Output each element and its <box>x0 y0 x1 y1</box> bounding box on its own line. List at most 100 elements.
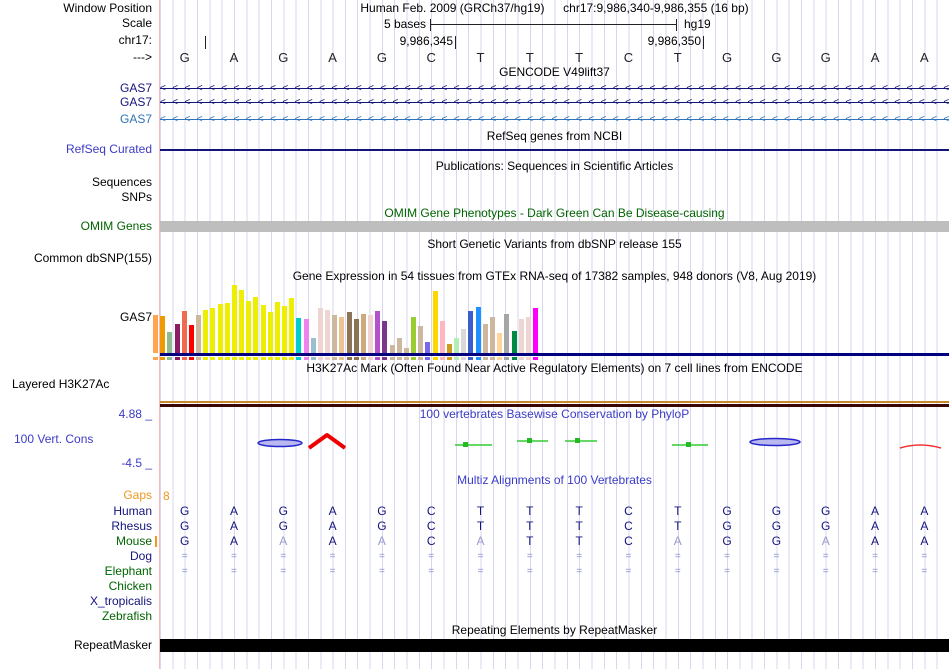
gtex-tissue-bar[interactable] <box>167 332 173 353</box>
gtex-tissue-bar[interactable] <box>382 320 388 353</box>
gencode-transcript-row[interactable]: GAS7 <<<<<<<<<<<<<<<<<<<<<<<<<<<<<<<<<<<<… <box>0 96 950 109</box>
gtex-tissue-bar[interactable] <box>389 344 395 353</box>
gtex-tissue-bar[interactable] <box>310 337 316 353</box>
h3k27ac-dense-bar[interactable] <box>160 404 949 407</box>
species-label[interactable]: Rhesus <box>111 519 152 533</box>
multiz-species-row[interactable]: Dog = = = = = = = = = = = = = = = = <box>0 549 950 564</box>
gtex-tissue-bar[interactable] <box>418 326 424 353</box>
gtex-tissue-bar[interactable] <box>231 285 237 353</box>
gtex-tissue-bar[interactable] <box>446 343 452 353</box>
gene-label[interactable]: GAS7 <box>119 112 152 126</box>
repeatmasker-element-bar[interactable] <box>160 639 949 652</box>
transcript-arrow-line[interactable]: <<<<<<<<<<<<<<<<<<<<<<<<<<<<<<<<<<<<<<<<… <box>160 113 949 126</box>
track-label-refseq-curated[interactable]: RefSeq Curated <box>65 142 152 156</box>
gtex-tissue-bar[interactable] <box>246 300 252 353</box>
omim-gene-bar[interactable] <box>160 221 949 232</box>
species-label[interactable]: Dog <box>129 549 152 563</box>
multiz-gaps-row[interactable]: Gaps 8 <box>0 489 950 504</box>
refseq-gene-line[interactable] <box>160 149 949 151</box>
gtex-tissue-bar[interactable] <box>217 304 223 353</box>
multiz-species-row[interactable]: Zebrafish <box>0 609 950 624</box>
gtex-tissue-bar[interactable] <box>511 330 517 353</box>
track-title-gtex[interactable]: Gene Expression in 54 tissues from GTEx … <box>292 269 817 283</box>
track-title-omim[interactable]: OMIM Gene Phenotypes - Dark Green Can Be… <box>384 206 725 220</box>
gtex-tissue-bar[interactable] <box>432 291 438 353</box>
track-label-sequences[interactable]: Sequences <box>91 175 152 189</box>
multiz-species-row[interactable]: Chicken <box>0 579 950 594</box>
multiz-gaps-label[interactable]: Gaps <box>123 488 152 502</box>
phylop-conservation-marks[interactable] <box>160 425 949 465</box>
track-title-gencode[interactable]: GENCODE V49lift37 <box>499 65 610 79</box>
track-title-publications[interactable]: Publications: Sequences in Scientific Ar… <box>435 159 674 173</box>
multiz-species-row[interactable]: Mouse G A A A A C A T T C A G G A A A <box>0 534 950 549</box>
track-title-phylop[interactable]: 100 vertebrates Basewise Conservation by… <box>419 407 690 421</box>
species-label[interactable]: X_tropicalis <box>89 594 152 608</box>
track-title-repeatmasker[interactable]: Repeating Elements by RepeatMasker <box>451 623 658 637</box>
multiz-species-row[interactable]: Human G A G A G C T T T C T G G G A A <box>0 504 950 519</box>
gtex-tissue-bar[interactable] <box>525 316 531 353</box>
gtex-tissue-bar[interactable] <box>282 306 288 353</box>
multiz-species-row[interactable]: X_tropicalis <box>0 594 950 609</box>
species-label[interactable]: Zebrafish <box>101 609 152 623</box>
gtex-tissue-bar[interactable] <box>181 311 187 353</box>
gtex-tissue-bar[interactable] <box>274 301 280 353</box>
transcript-arrow-line[interactable]: <<<<<<<<<<<<<<<<<<<<<<<<<<<<<<<<<<<<<<<<… <box>160 82 949 95</box>
track-label-repeatmasker[interactable]: RepeatMasker <box>73 638 152 652</box>
gtex-tissue-bar[interactable] <box>439 320 445 353</box>
track-label-snps[interactable]: SNPs <box>121 190 152 204</box>
gtex-tissue-bar[interactable] <box>339 316 345 353</box>
gtex-tissue-bar[interactable] <box>533 308 538 353</box>
gtex-tissue-bar[interactable] <box>504 313 510 353</box>
gtex-tissue-bar[interactable] <box>360 313 366 353</box>
multiz-species-row[interactable]: Rhesus G A G A G C T T T C T G G G A A <box>0 519 950 534</box>
track-title-multiz[interactable]: Multiz Alignments of 100 Vertebrates <box>457 473 652 487</box>
gtex-tissue-bar[interactable] <box>253 297 259 353</box>
gtex-tissue-bar[interactable] <box>375 311 381 353</box>
gtex-tissue-bar[interactable] <box>411 316 417 353</box>
gtex-tissue-bar[interactable] <box>239 290 245 353</box>
gtex-tissue-bar[interactable] <box>403 348 409 353</box>
track-label-gtex-gene[interactable]: GAS7 <box>119 310 152 324</box>
h3k27ac-signal-line[interactable] <box>160 401 949 403</box>
track-label-dbsnp[interactable]: Common dbSNP(155) <box>33 251 152 265</box>
gtex-tissue-bar[interactable] <box>188 325 194 353</box>
gtex-tissue-bar[interactable] <box>482 323 488 353</box>
gtex-tissue-bar[interactable] <box>518 319 524 353</box>
gtex-tissue-bar[interactable] <box>296 318 302 353</box>
gtex-tissue-bar[interactable] <box>303 319 309 353</box>
track-label-omim[interactable]: OMIM Genes <box>80 219 152 233</box>
species-label[interactable]: Chicken <box>108 579 152 593</box>
gtex-tissue-bar[interactable] <box>454 337 460 353</box>
gtex-tissue-bar[interactable] <box>332 314 338 353</box>
gencode-transcript-row[interactable]: GAS7 <<<<<<<<<<<<<<<<<<<<<<<<<<<<<<<<<<<<… <box>0 113 950 126</box>
track-title-h3k27ac[interactable]: H3K27Ac Mark (Often Found Near Active Re… <box>306 361 803 375</box>
gencode-transcript-row[interactable]: GAS7 <<<<<<<<<<<<<<<<<<<<<<<<<<<<<<<<<<<<… <box>0 82 950 95</box>
gtex-tissue-bar[interactable] <box>317 308 323 353</box>
transcript-arrow-line[interactable]: <<<<<<<<<<<<<<<<<<<<<<<<<<<<<<<<<<<<<<<<… <box>160 96 949 109</box>
track-title-refseq[interactable]: RefSeq genes from NCBI <box>486 129 623 143</box>
track-label-phylop[interactable]: 100 Vert. Cons <box>14 432 94 446</box>
gtex-tissue-bar[interactable] <box>267 312 273 353</box>
gtex-tissue-bar[interactable] <box>153 314 158 353</box>
gtex-tissue-bar[interactable] <box>396 337 402 353</box>
gtex-tissue-bar[interactable] <box>425 341 431 353</box>
gtex-tissue-bar[interactable] <box>325 309 331 353</box>
gtex-tissue-bar[interactable] <box>368 315 374 353</box>
track-title-dbsnp[interactable]: Short Genetic Variants from dbSNP releas… <box>427 237 682 251</box>
gtex-tissue-bar[interactable] <box>346 312 352 353</box>
gtex-tissue-bar[interactable] <box>224 302 230 353</box>
gtex-tissue-bar[interactable] <box>160 315 166 353</box>
gtex-tissue-bar[interactable] <box>489 316 495 353</box>
species-label[interactable]: Mouse <box>115 534 152 548</box>
multiz-species-row[interactable]: Elephant = = = = = = = = = = = = = = = = <box>0 564 950 579</box>
gtex-tissue-bar[interactable] <box>497 333 503 353</box>
gene-label[interactable]: GAS7 <box>119 95 152 109</box>
gtex-tissue-bar[interactable] <box>210 307 216 353</box>
gene-label[interactable]: GAS7 <box>119 81 152 95</box>
gtex-tissue-bar[interactable] <box>196 314 202 353</box>
species-label[interactable]: Elephant <box>104 564 152 578</box>
track-label-h3k27ac[interactable]: Layered H3K27Ac <box>12 377 110 391</box>
gtex-tissue-bar[interactable] <box>475 306 481 353</box>
gtex-tissue-bar[interactable] <box>468 311 474 353</box>
